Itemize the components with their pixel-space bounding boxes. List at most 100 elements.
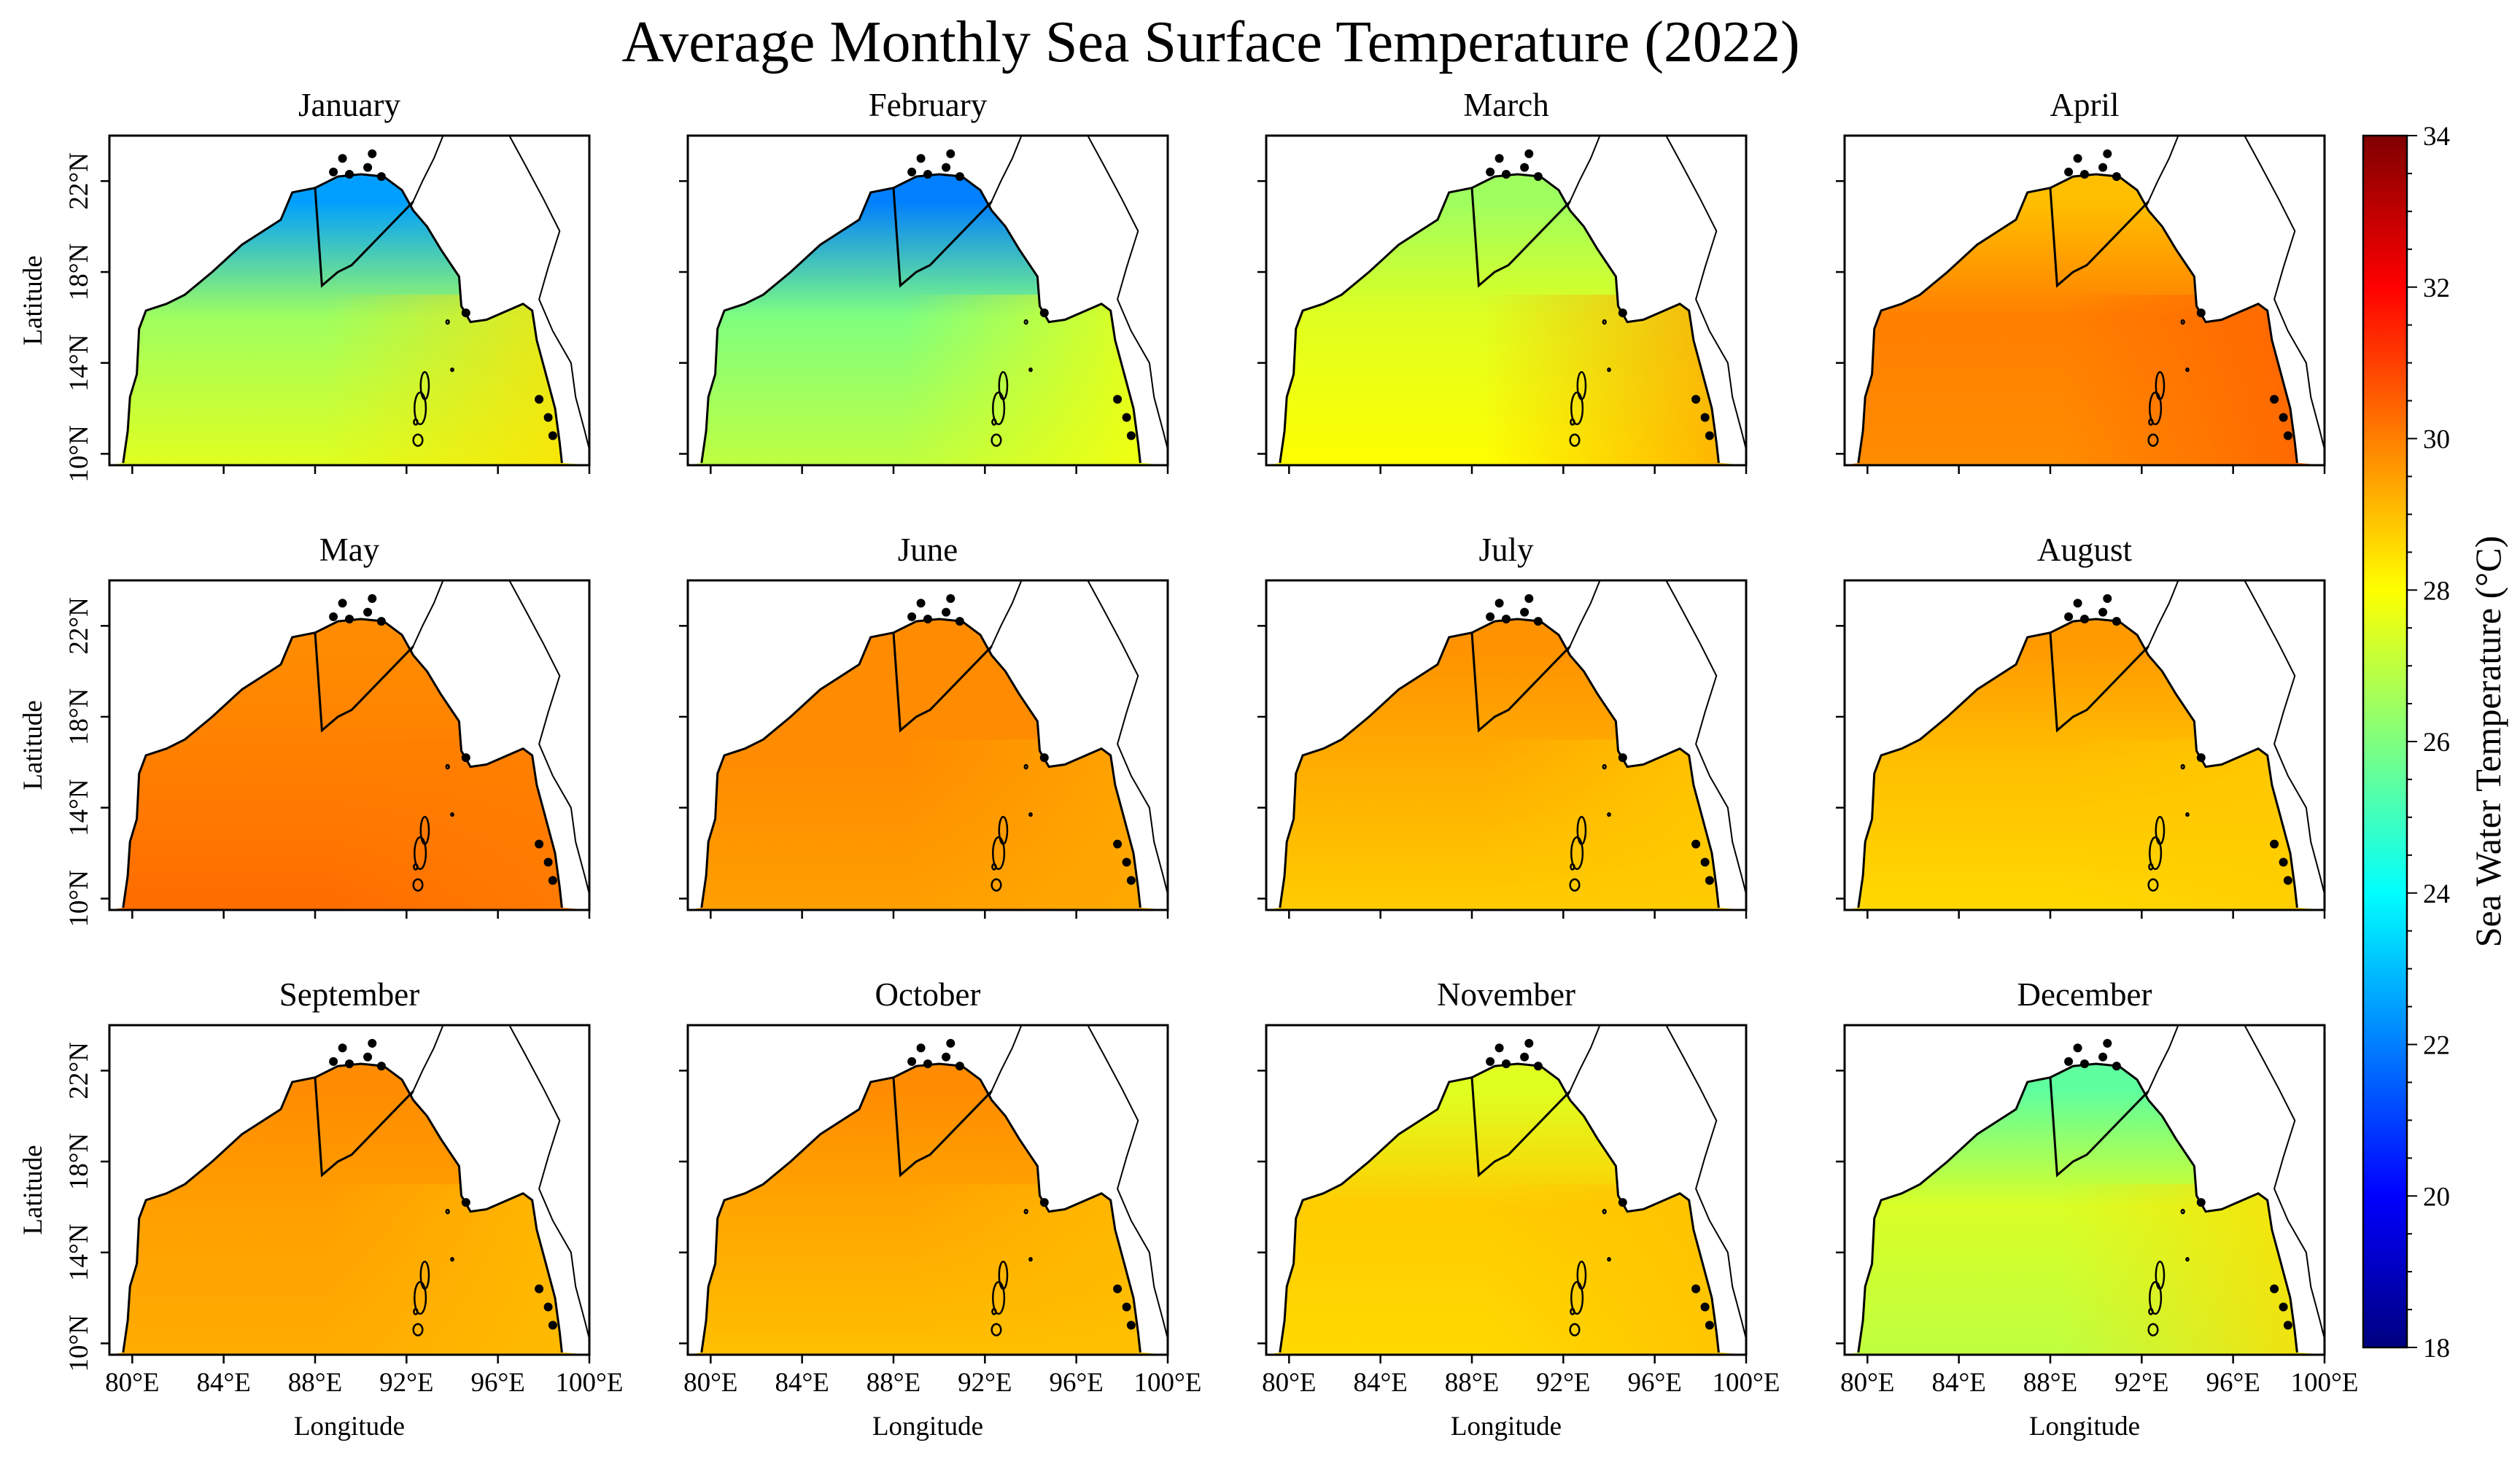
delta-islands	[363, 163, 373, 172]
delta-islands	[1039, 308, 1049, 318]
island	[1576, 815, 1587, 845]
island	[1576, 1260, 1587, 1290]
island	[998, 815, 1009, 845]
delta-islands	[338, 1043, 347, 1053]
delta-islands	[1618, 308, 1627, 318]
border-line	[1665, 135, 1747, 450]
delta-islands	[548, 876, 557, 885]
island	[1028, 367, 1033, 373]
y-axis-label: Latitude	[18, 700, 48, 790]
island	[419, 815, 430, 845]
delta-islands	[916, 1043, 926, 1053]
x-tick-label: 88°E	[1445, 1368, 1499, 1398]
delta-islands	[363, 1052, 373, 1062]
border-line	[988, 135, 1023, 207]
y-tick-label: 22°N	[64, 1042, 94, 1100]
delta-islands	[2279, 413, 2288, 422]
border-line	[1567, 580, 1601, 652]
delta-islands	[461, 753, 470, 763]
delta-islands	[1494, 154, 1504, 163]
island	[1023, 1208, 1028, 1215]
panel-frame	[108, 134, 591, 467]
delta-islands	[2098, 607, 2108, 617]
island	[1602, 763, 1607, 770]
island	[445, 763, 450, 770]
delta-islands	[363, 607, 373, 617]
island	[2147, 878, 2159, 892]
delta-islands	[1494, 599, 1504, 608]
island	[1569, 433, 1581, 447]
island	[991, 1307, 997, 1315]
x-axis-label: Longitude	[294, 1412, 405, 1442]
colorbar: 18 20 22 24 26 28 30 32 34 Sea Water Temperature …	[2362, 122, 2508, 1363]
x-tick-label: 80°E	[1840, 1368, 1894, 1398]
delta-islands	[955, 617, 964, 626]
island	[2148, 418, 2154, 426]
delta-islands	[1700, 413, 1710, 422]
island	[1570, 1281, 1584, 1315]
delta-islands	[2283, 1320, 2292, 1330]
island	[1570, 418, 1575, 426]
panel-december: December 80°E 84°E 88°E 92°E 96°E 100°E Longitu…	[1836, 976, 2358, 1442]
border-line	[1665, 1024, 1747, 1339]
border-line	[1087, 580, 1168, 895]
delta-islands	[1520, 1052, 1530, 1062]
island	[1023, 319, 1028, 325]
delta-islands	[2073, 599, 2082, 608]
delta-islands	[1486, 167, 1495, 176]
island	[2149, 836, 2163, 871]
island	[2185, 1256, 2190, 1262]
delta-islands	[1502, 615, 1511, 623]
delta-islands	[1039, 1198, 1049, 1207]
border-line	[2145, 1024, 2179, 1097]
delta-islands	[942, 607, 951, 617]
border-line	[410, 135, 444, 207]
x-tick-label: 100°E	[1713, 1368, 1780, 1398]
delta-islands	[2103, 149, 2112, 158]
panel-frame	[1843, 1024, 2326, 1356]
delta-islands	[376, 617, 386, 626]
island	[1602, 319, 1607, 325]
border-line	[2244, 1024, 2325, 1339]
y-tick-label: 18°N	[64, 688, 94, 746]
y-tick-label: 10°N	[64, 870, 94, 927]
delta-islands	[2270, 839, 2279, 849]
delta-islands	[1705, 431, 1714, 440]
border-line	[1665, 580, 1747, 895]
delta-islands	[548, 1320, 557, 1330]
delta-islands	[1520, 607, 1530, 617]
x-tick-label: 80°E	[1262, 1368, 1316, 1398]
x-tick-label: 88°E	[2023, 1368, 2077, 1398]
island	[2149, 1281, 2163, 1315]
delta-islands	[923, 170, 932, 179]
delta-islands	[907, 612, 917, 621]
delta-islands	[338, 599, 347, 608]
island	[2185, 367, 2190, 373]
panel-grid: January 10°N 14°N 18°N 22°N Latitude February M…	[18, 87, 2358, 1442]
delta-islands	[2112, 617, 2121, 626]
delta-islands	[2073, 154, 2082, 163]
delta-islands	[2098, 1052, 2108, 1062]
delta-islands	[2103, 594, 2112, 603]
island	[1569, 878, 1581, 892]
delta-islands	[2080, 170, 2089, 179]
island	[990, 878, 1002, 892]
border-line	[2244, 135, 2325, 450]
x-tick-label: 84°E	[775, 1368, 829, 1398]
y-tick-label: 10°N	[64, 1315, 94, 1372]
x-tick-label: 92°E	[2114, 1368, 2168, 1398]
delta-islands	[1122, 857, 1131, 867]
panel-title: September	[279, 976, 419, 1013]
colorbar-tick-label: 26	[2423, 728, 2450, 758]
panel-may: May 10°N 14°N 18°N 22°N Latitude	[18, 532, 591, 927]
boundary-line	[314, 632, 414, 733]
delta-islands	[942, 163, 951, 172]
panel-title: August	[2037, 532, 2133, 568]
delta-islands	[2196, 1198, 2206, 1207]
boundary-line	[892, 632, 993, 733]
island	[419, 1260, 430, 1290]
island	[2155, 370, 2166, 400]
border-line	[410, 1024, 444, 1097]
island	[414, 392, 427, 426]
border-line	[2244, 580, 2325, 895]
